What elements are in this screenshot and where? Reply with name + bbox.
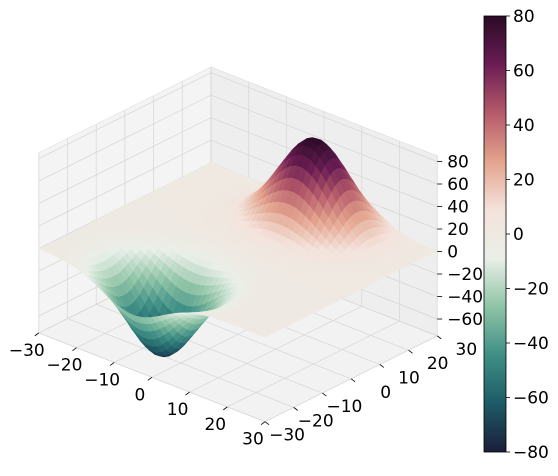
- x-tick-label: 10: [167, 400, 189, 420]
- colorbar-tick-label: −60: [513, 389, 549, 409]
- y-tick-mark: [264, 421, 270, 425]
- x-tick-label: −20: [47, 356, 83, 376]
- z-tick-label: 40: [447, 198, 469, 218]
- z-tick-label: 20: [447, 220, 469, 240]
- y-tick-mark: [322, 392, 327, 397]
- y-tick-label: 0: [380, 383, 391, 403]
- x-tick-mark: [109, 362, 115, 366]
- gridline: [38, 139, 212, 227]
- x-tick-mark: [223, 406, 228, 411]
- y-tick-label: −30: [269, 426, 305, 446]
- z-tick-label: −20: [447, 265, 483, 285]
- y-tick-mark: [436, 335, 442, 340]
- x-tick-mark: [34, 332, 40, 337]
- x-axis-ticks: −30−20−10 0 10 20 30: [9, 332, 266, 450]
- colorbar-tick-label: 80: [513, 7, 535, 27]
- x-tick-label: −30: [9, 341, 45, 361]
- x-tick-mark: [260, 421, 266, 425]
- colorbar-tick-label: 60: [513, 62, 535, 82]
- gridline: [210, 94, 438, 185]
- colorbar-tick-label: 0: [513, 225, 524, 245]
- colorbar: −80 −60 −40 −20 0 20 40 60 80: [483, 7, 549, 463]
- colorbar-tick-label: 20: [513, 171, 535, 191]
- x-tick-label: 0: [134, 385, 145, 405]
- x-tick-mark: [185, 391, 190, 396]
- x-tick-label: −10: [84, 370, 120, 390]
- gridline: [67, 318, 294, 408]
- x-tick-mark: [147, 376, 153, 381]
- surface-patch: [259, 333, 270, 338]
- colorbar-ticks: −80 −60 −40 −20 0 20 40 60 80: [506, 7, 549, 463]
- colorbar-tick-label: −20: [513, 280, 549, 300]
- gridline: [210, 72, 438, 162]
- z-tick-label: 0: [447, 243, 458, 263]
- x-tick-label: 20: [204, 415, 226, 435]
- y-tick-label: −20: [298, 411, 334, 431]
- z-tick-label: −60: [447, 310, 483, 330]
- colorbar-gradient: [483, 15, 507, 453]
- surface-mesh: [38, 137, 438, 358]
- y-tick-label: 10: [398, 368, 420, 388]
- x-tick-label: 30: [242, 430, 264, 450]
- y-tick-label: 30: [456, 340, 478, 360]
- colorbar-tick-label: 40: [513, 116, 535, 136]
- y-tick-mark: [379, 364, 385, 368]
- z-tick-label: −40: [447, 288, 483, 308]
- y-tick-label: −10: [327, 397, 363, 417]
- gridline: [38, 72, 212, 159]
- x-tick-mark: [72, 347, 77, 351]
- gridline: [38, 117, 212, 204]
- z-tick-label: 60: [447, 175, 469, 195]
- colorbar-tick-label: −80: [513, 443, 549, 463]
- y-tick-mark: [408, 349, 413, 354]
- y-tick-mark: [350, 378, 356, 383]
- y-tick-mark: [293, 407, 298, 411]
- colorbar-tick-label: −40: [513, 334, 549, 354]
- gridline: [38, 94, 212, 182]
- y-tick-label: 20: [427, 354, 449, 374]
- y-axis-ticks: −30−20−10 0 10 20 30: [264, 335, 478, 446]
- z-tick-label: 80: [447, 153, 469, 173]
